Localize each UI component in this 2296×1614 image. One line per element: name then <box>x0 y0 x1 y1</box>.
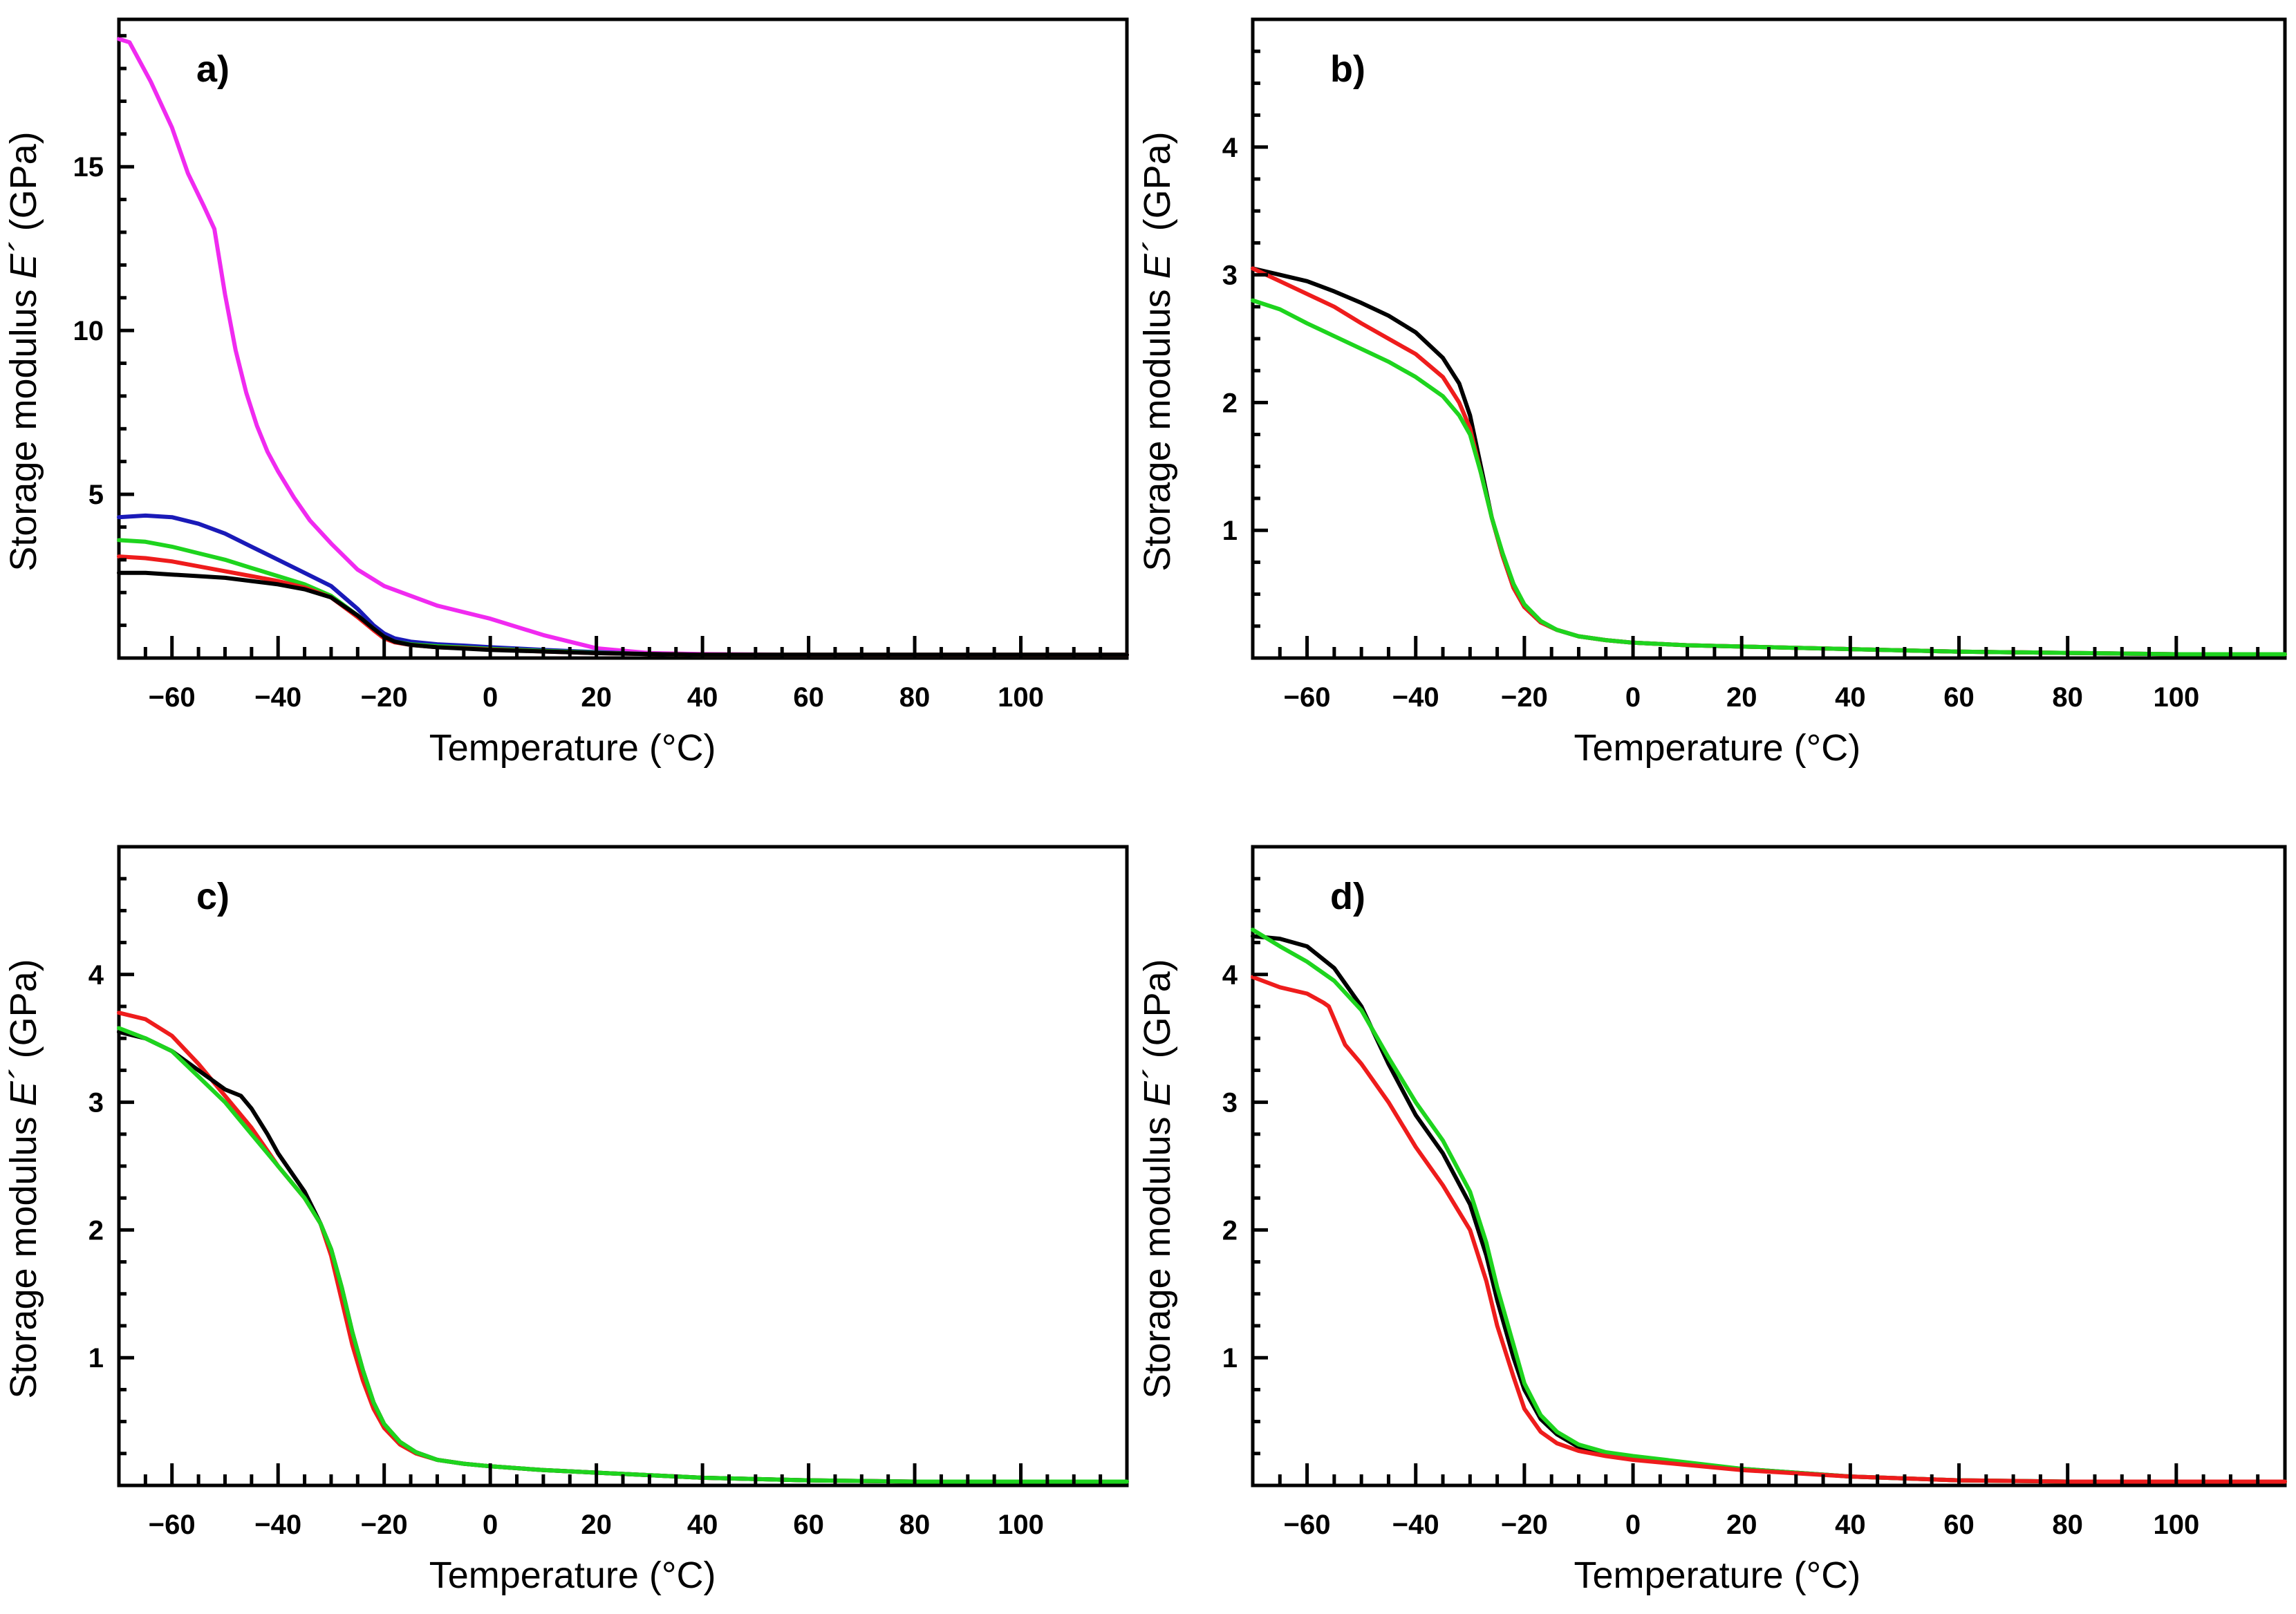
y-tick-label: 3 <box>1222 261 1238 291</box>
y-axis-title-prefix: Storage modulus <box>1137 279 1178 571</box>
x-tick-label: 100 <box>2153 1510 2199 1540</box>
x-tick-label: −40 <box>1392 682 1439 713</box>
x-tick-label: −20 <box>361 1510 408 1540</box>
y-tick-label: 15 <box>73 152 104 182</box>
y-tick-label: 2 <box>1222 388 1238 418</box>
y-tick-label: 4 <box>1222 133 1238 163</box>
x-tick-label: −60 <box>149 1510 196 1540</box>
x-tick-label: −20 <box>1501 682 1548 713</box>
x-tick-label: 60 <box>1943 682 1975 713</box>
y-axis-title: Storage modulus E´ (GPa) <box>3 131 44 571</box>
y-axis-title-symbol: E´ <box>3 241 44 279</box>
panel-label: a) <box>196 48 230 90</box>
x-tick-label: 20 <box>581 1510 612 1540</box>
x-tick-label: −40 <box>254 682 301 713</box>
x-tick-label: 100 <box>998 682 1044 713</box>
x-tick-label: 80 <box>2052 1510 2083 1540</box>
y-axis-title-units: (GPa) <box>1137 131 1178 241</box>
x-tick-label: 80 <box>899 1510 931 1540</box>
x-tick-label: −60 <box>1284 682 1331 713</box>
series-line-green <box>1251 928 2287 1484</box>
y-tick-label: 1 <box>1222 1343 1238 1373</box>
y-axis-title: Storage modulus E´ (GPa) <box>3 959 44 1398</box>
plot-frame <box>1251 17 2287 660</box>
plot-frame <box>117 845 1129 1488</box>
x-tick-label: 40 <box>1835 682 1866 713</box>
plot-frame <box>117 17 1129 660</box>
series-line-black <box>117 1030 1129 1484</box>
series-line-green <box>117 1026 1129 1484</box>
x-tick-label: 0 <box>1625 1510 1641 1540</box>
y-tick-label: 1 <box>1222 516 1238 546</box>
y-tick-label: 4 <box>1222 960 1238 991</box>
panel-c: −60 −40 −20 0 20 40 60 80 100 1 2 3 4 Temperature (°C… <box>3 845 1129 1596</box>
series-line-black <box>1251 266 2287 657</box>
series-line-red <box>117 1011 1129 1484</box>
y-axis-title-units: (GPa) <box>3 131 44 241</box>
x-tick-label: 80 <box>2052 682 2083 713</box>
panel-a: −60 −40 −20 0 20 40 60 80 100 5 10 15 Temperature (°… <box>3 17 1129 769</box>
x-axis-title: Temperature (°C) <box>429 727 716 769</box>
x-tick-label: 20 <box>1726 1510 1757 1540</box>
x-axis-title: Temperature (°C) <box>1574 727 1860 769</box>
y-axis-title-units: (GPa) <box>1137 959 1178 1069</box>
x-axis-title: Temperature (°C) <box>1574 1555 1860 1596</box>
y-tick-label: 3 <box>1222 1088 1238 1118</box>
plot-frame <box>1251 845 2287 1488</box>
x-tick-label: −20 <box>1501 1510 1548 1540</box>
y-axis-title-symbol: E´ <box>1137 241 1178 279</box>
y-axis-title-prefix: Storage modulus <box>3 279 44 571</box>
y-tick-label: 10 <box>73 316 104 346</box>
series-line-magenta <box>117 37 1129 657</box>
y-tick-label: 2 <box>1222 1215 1238 1246</box>
x-tick-label: 40 <box>687 682 718 713</box>
panel-label: b) <box>1330 48 1365 90</box>
x-tick-label: −20 <box>361 682 408 713</box>
y-axis-title-prefix: Storage modulus <box>3 1106 44 1398</box>
x-tick-label: −40 <box>254 1510 301 1540</box>
y-axis-title: Storage modulus E´ (GPa) <box>1137 959 1178 1398</box>
x-tick-label: 100 <box>998 1510 1044 1540</box>
x-tick-label: 60 <box>793 682 824 713</box>
x-tick-label: 0 <box>1625 682 1641 713</box>
y-tick-label: 1 <box>88 1343 104 1373</box>
series-line-black <box>117 570 1129 657</box>
y-tick-label: 3 <box>88 1088 104 1118</box>
series-line-black <box>1251 934 2287 1484</box>
x-tick-label: 100 <box>2153 682 2199 713</box>
x-tick-label: −60 <box>1284 1510 1331 1540</box>
series-line-green <box>1251 298 2287 657</box>
y-tick-label: 4 <box>88 960 104 991</box>
y-axis-title-symbol: E´ <box>3 1069 44 1106</box>
x-tick-label: 40 <box>1835 1510 1866 1540</box>
y-axis-title: Storage modulus E´ (GPa) <box>1137 131 1178 571</box>
y-axis-title-prefix: Storage modulus <box>1137 1106 1178 1398</box>
y-axis-title-units: (GPa) <box>3 959 44 1069</box>
x-tick-label: 60 <box>793 1510 824 1540</box>
x-tick-label: −60 <box>149 682 196 713</box>
panel-label: c) <box>196 876 230 917</box>
x-tick-label: 40 <box>687 1510 718 1540</box>
panel-b: −60 −40 −20 0 20 40 60 80 100 1 2 3 4 Temperature (°C… <box>1137 17 2287 769</box>
y-axis-title-symbol: E´ <box>1137 1069 1178 1106</box>
series-line-red <box>117 554 1129 657</box>
panel-d: −60 −40 −20 0 20 40 60 80 100 1 2 3 4 Temperature (°C… <box>1137 845 2287 1596</box>
x-tick-label: 0 <box>483 1510 498 1540</box>
y-tick-label: 2 <box>88 1215 104 1246</box>
x-tick-label: 0 <box>483 682 498 713</box>
y-tick-label: 5 <box>88 480 104 510</box>
x-tick-label: −40 <box>1392 1510 1439 1540</box>
x-axis-title: Temperature (°C) <box>429 1555 716 1596</box>
x-tick-label: 80 <box>899 682 931 713</box>
x-tick-label: 20 <box>581 682 612 713</box>
panel-label: d) <box>1330 876 1365 917</box>
x-tick-label: 60 <box>1943 1510 1975 1540</box>
series-line-red <box>1251 975 2287 1484</box>
x-tick-label: 20 <box>1726 682 1757 713</box>
